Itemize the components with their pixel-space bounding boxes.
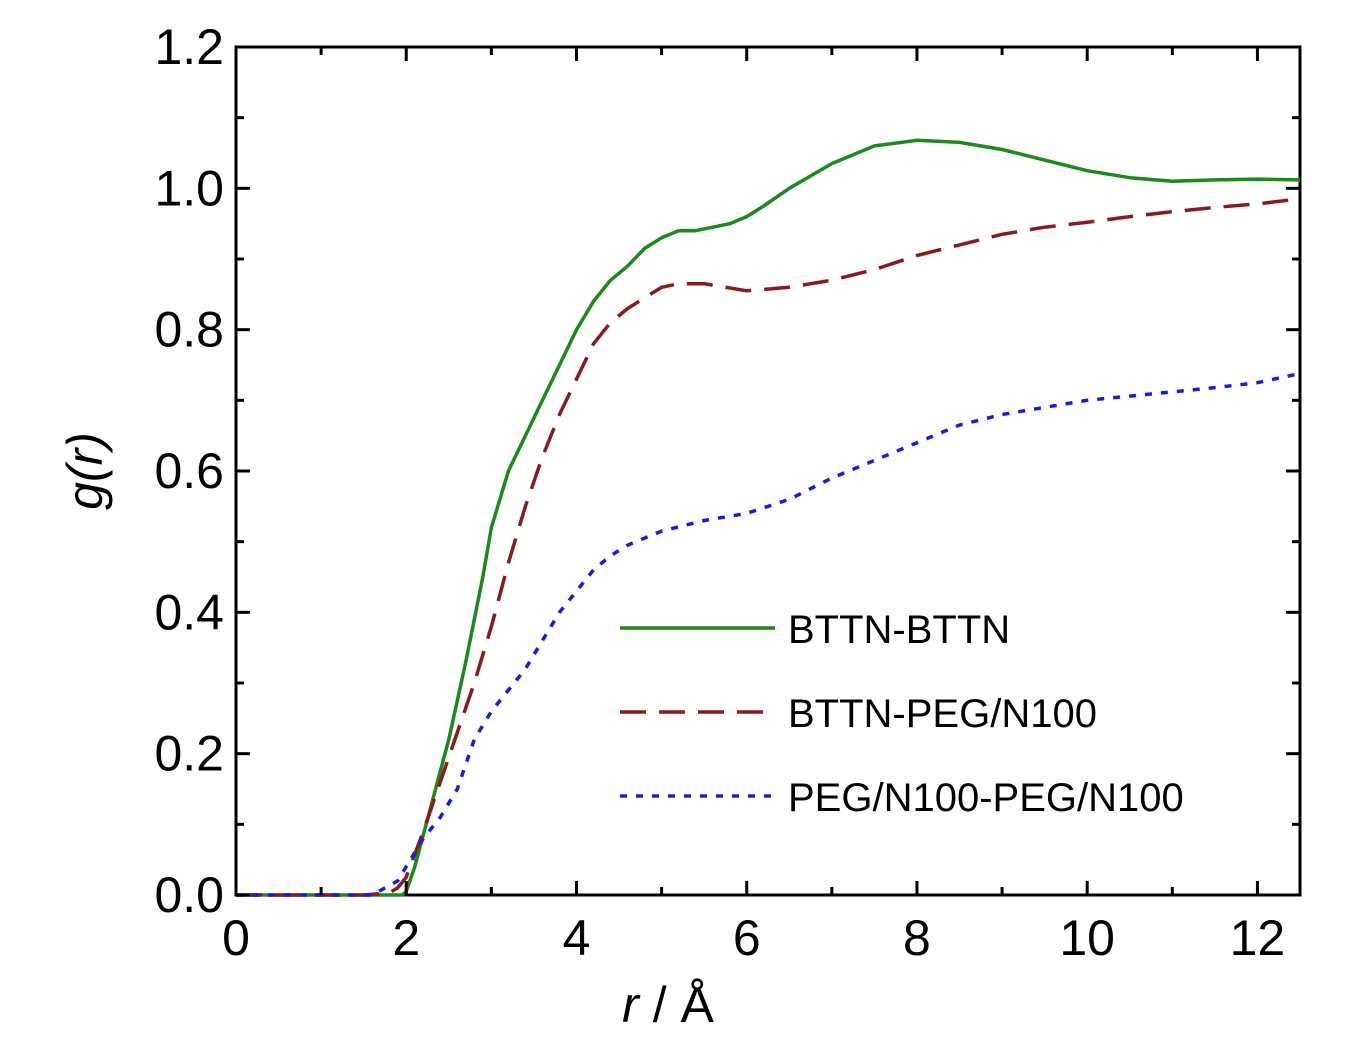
x-tick-label: 2 [392, 910, 420, 966]
plot-frame [234, 45, 1302, 897]
y-axis-label: g(r) [57, 432, 113, 510]
plot-area: 0 2 4 6 8 10 12 0.0 0.2 0.4 0.6 0.8 1.0 1.2 [154, 19, 1302, 966]
x-axis-label-rest: / Å [639, 977, 715, 1033]
y-axis-ticks: 0.0 0.2 0.4 0.6 0.8 1.0 1.2 [154, 19, 1300, 923]
x-tick-label: 4 [563, 910, 591, 966]
series-layer [236, 138, 1301, 897]
x-tick-label: 12 [1230, 910, 1286, 966]
series-line-3 [236, 371, 1301, 897]
x-tick-label: 6 [733, 910, 761, 966]
y-tick-label: 0.4 [154, 584, 224, 640]
y-tick-label: 1.2 [154, 19, 224, 75]
x-axis-ticks: 0 2 4 6 8 10 12 [222, 47, 1285, 966]
series-line-1 [236, 138, 1301, 897]
y-tick-label: 0.8 [154, 302, 224, 358]
series-line-2 [236, 197, 1301, 897]
y-axis-label-italic: r [57, 446, 113, 465]
legend-label-2: BTTN-PEG/N100 [788, 692, 1097, 736]
y-tick-label: 0.0 [154, 867, 224, 923]
y-tick-label: 1.0 [154, 160, 224, 216]
y-tick-label: 0.6 [154, 443, 224, 499]
x-tick-label: 8 [903, 910, 931, 966]
x-tick-label: 10 [1059, 910, 1115, 966]
legend: BTTN-BTTN BTTN-PEG/N100 PEG/N100-PEG/N100 [620, 608, 1184, 820]
y-axis-label-suffix: ) [57, 432, 113, 454]
x-tick-label: 0 [222, 910, 250, 966]
x-axis-label-italic: r [622, 977, 641, 1033]
legend-label-3: PEG/N100-PEG/N100 [788, 776, 1184, 820]
y-tick-label: 0.2 [154, 726, 224, 782]
x-axis-label: r / Å [622, 977, 714, 1033]
legend-label-1: BTTN-BTTN [788, 608, 1010, 652]
y-axis-label-prefix: g( [57, 461, 113, 510]
